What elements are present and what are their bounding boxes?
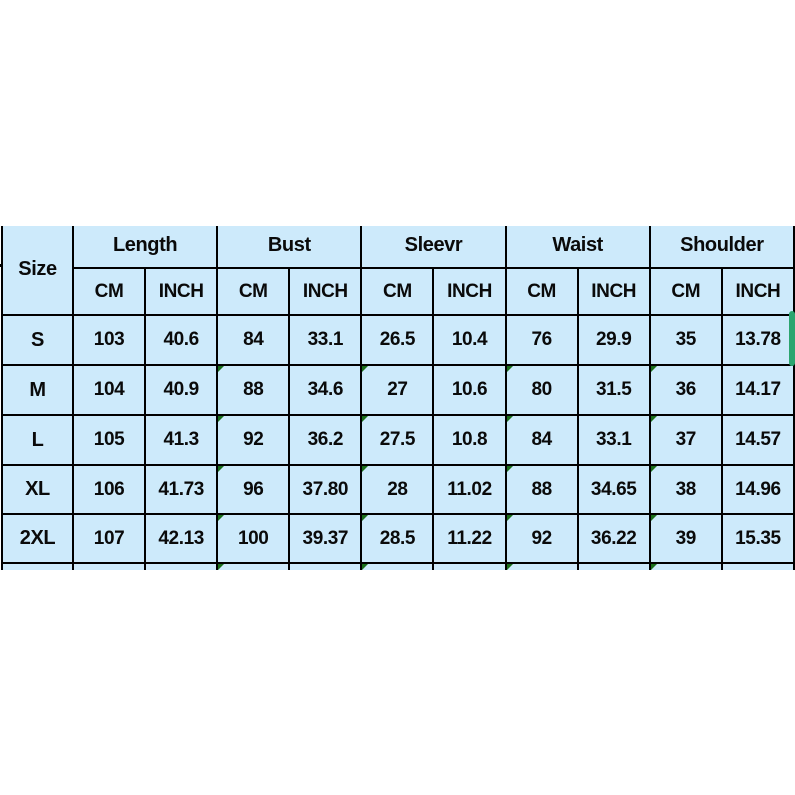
table-cell: 14.96 (720, 464, 795, 515)
table-cell: 40.9 (144, 364, 219, 416)
table-cell: 14.17 (720, 364, 795, 416)
column-header-size: Size (1, 226, 74, 316)
row-header-size: S (1, 314, 74, 366)
table-cell (71, 562, 147, 570)
table-cell: 38 (648, 464, 723, 515)
table-row-l: L 105 41.3 92 36.2 27.5 10.8 84 33.1 37 14.57 (1, 414, 795, 466)
column-group-sleevr: Sleevr (360, 226, 507, 269)
table-row-xl: XL 106 41.73 96 37.80 28 11.02 88 34.65 38 14.96 (1, 464, 795, 515)
table-cell: 40.6 (144, 314, 219, 366)
unit-header-waist-cm: CM (504, 267, 579, 316)
table-cell: 27.5 (360, 414, 435, 466)
table-cell: 36 (648, 364, 723, 416)
table-cell: 76 (504, 314, 579, 366)
table-cell: 103 (71, 314, 147, 366)
table-cell (576, 562, 651, 570)
unit-header-length-cm: CM (71, 267, 147, 316)
table-cell (504, 562, 579, 570)
table-cell: 37.80 (288, 464, 363, 515)
column-group-bust: Bust (216, 226, 363, 269)
table-cell (144, 562, 219, 570)
unit-header-sleevr-cm: CM (360, 267, 435, 316)
table-cell: 37 (648, 414, 723, 466)
unit-header-shoulder-cm: CM (648, 267, 723, 316)
table-cell: 36.22 (576, 513, 651, 564)
table-cell: 11.02 (432, 464, 507, 515)
table-cell: 41.73 (144, 464, 219, 515)
table-cell (648, 562, 723, 570)
row-header-size: 2XL (1, 513, 74, 564)
table-cell: 33.1 (576, 414, 651, 466)
table-cell: 106 (71, 464, 147, 515)
column-group-waist: Waist (504, 226, 651, 269)
table-cell: 88 (504, 464, 579, 515)
table-cell: 34.6 (288, 364, 363, 416)
selection-bar (789, 311, 795, 366)
row-header-size: M (1, 364, 74, 416)
unit-header-length-inch: INCH (144, 267, 219, 316)
table-cell: 88 (216, 364, 291, 416)
table-cell: 10.8 (432, 414, 507, 466)
table-cell: 80 (504, 364, 579, 416)
table-cell: 10.6 (432, 364, 507, 416)
row-header-size (1, 562, 74, 570)
table-cell: 15.35 (720, 513, 795, 564)
table-cell: 35 (648, 314, 723, 366)
table-cell: 36.2 (288, 414, 363, 466)
table-cell: 105 (71, 414, 147, 466)
unit-header-waist-inch: INCH (576, 267, 651, 316)
unit-header-sleevr-inch: INCH (432, 267, 507, 316)
table-row-partial (1, 562, 795, 570)
unit-header-bust-inch: INCH (288, 267, 363, 316)
column-group-shoulder: Shoulder (648, 226, 795, 269)
table-cell (216, 562, 291, 570)
unit-header-bust-cm: CM (216, 267, 291, 316)
table-cell: 39 (648, 513, 723, 564)
size-chart-table-wrap: Size Length Bust Sleevr Waist Shoulder CM INC… (1, 226, 795, 570)
column-group-length: Length (71, 226, 219, 269)
table-cell: 96 (216, 464, 291, 515)
table-cell: 92 (216, 414, 291, 466)
table-cell: 42.13 (144, 513, 219, 564)
table-cell: 107 (71, 513, 147, 564)
table-cell: 13.78 (720, 314, 795, 366)
table-cell: 26.5 (360, 314, 435, 366)
table-cell: 92 (504, 513, 579, 564)
table-cell: 28 (360, 464, 435, 515)
table-row-m: M 104 40.9 88 34.6 27 10.6 80 31.5 36 14.17 (1, 364, 795, 416)
table-cell: 104 (71, 364, 147, 416)
table-cell: 34.65 (576, 464, 651, 515)
table-cell: 28.5 (360, 513, 435, 564)
table-cell: 31.5 (576, 364, 651, 416)
table-cell: 29.9 (576, 314, 651, 366)
table-cell: 84 (504, 414, 579, 466)
size-chart-table: Size Length Bust Sleevr Waist Shoulder CM INC… (1, 226, 795, 570)
table-row-s: S 103 40.6 84 33.1 26.5 10.4 76 29.9 35 13.78 (1, 314, 795, 366)
table-cell: 100 (216, 513, 291, 564)
table-cell: 11.22 (432, 513, 507, 564)
table-cell: 84 (216, 314, 291, 366)
unit-header-shoulder-inch: INCH (720, 267, 795, 316)
table-cell: 41.3 (144, 414, 219, 466)
table-cell: 33.1 (288, 314, 363, 366)
table-cell (432, 562, 507, 570)
unit-header-row: CM INCH CM INCH CM INCH CM INCH CM INCH (2, 267, 795, 316)
table-cell: 39.37 (288, 513, 363, 564)
table-cell: 14.57 (720, 414, 795, 466)
group-header-row: Size Length Bust Sleevr Waist Shoulder (1, 226, 795, 316)
row-header-size: XL (1, 464, 74, 515)
table-cell (360, 562, 435, 570)
table-cell (720, 562, 795, 570)
table-cell: 27 (360, 364, 435, 416)
table-cell: 10.4 (432, 314, 507, 366)
table-cell (288, 562, 363, 570)
table-row-2xl: 2XL 107 42.13 100 39.37 28.5 11.22 92 36.22 39 15.… (1, 513, 795, 564)
row-header-size: L (1, 414, 74, 466)
